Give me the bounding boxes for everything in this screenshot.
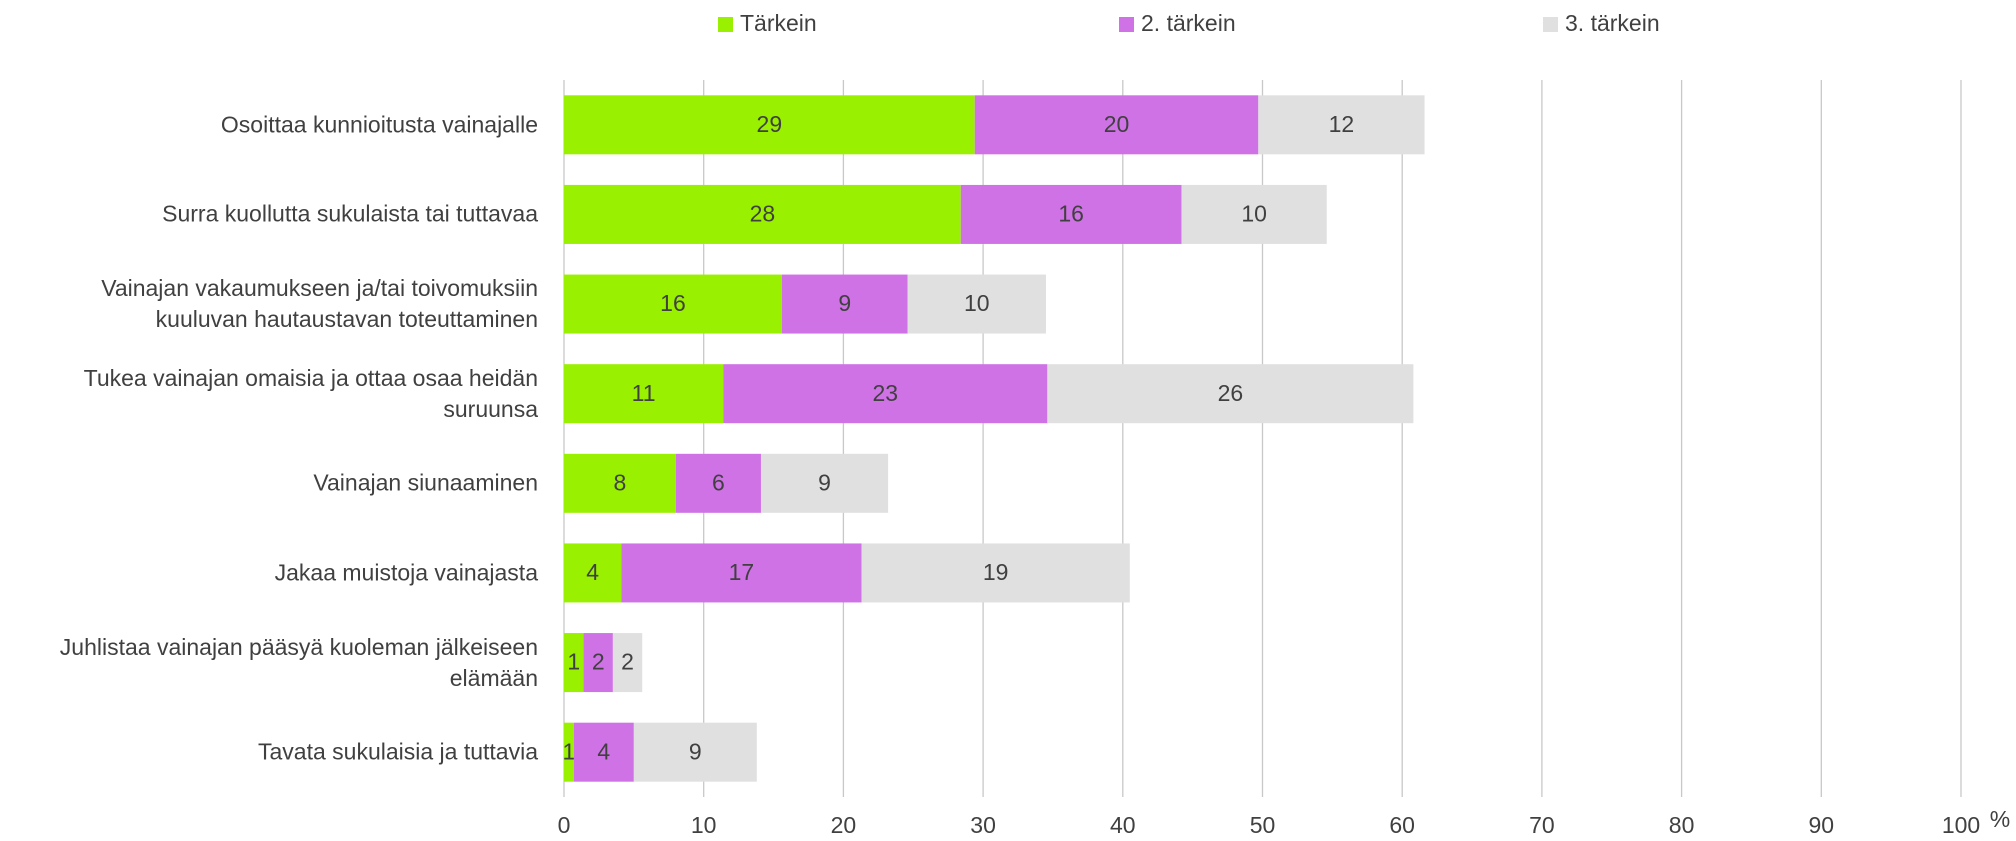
data-label: 16: [1058, 201, 1084, 227]
bar-segment: [633, 722, 757, 782]
data-label: 9: [818, 469, 831, 495]
bar-segment: [573, 722, 634, 782]
bar-segment: [583, 633, 613, 693]
data-label: 17: [729, 559, 755, 585]
category-label: Vainajan vakaumukseen ja/tai toivomuksii…: [101, 275, 538, 333]
data-label: 29: [757, 111, 783, 137]
data-label: 11: [632, 380, 656, 406]
category-label: Tavata sukulaisia ja tuttavia: [258, 738, 538, 765]
category-label: Osoittaa kunnioitusta vainajalle: [220, 111, 538, 138]
data-label: 6: [712, 469, 725, 495]
bar-segment: [564, 364, 724, 424]
legend-swatch: [1119, 17, 1134, 32]
data-label: 20: [1104, 111, 1130, 137]
bar-segment: [564, 95, 975, 155]
bar-segment: [907, 274, 1046, 334]
bar-segment: [621, 543, 862, 603]
data-label: 2: [592, 649, 605, 675]
data-label: 23: [873, 380, 899, 406]
data-label: 9: [689, 738, 702, 764]
data-label: 10: [1241, 201, 1267, 227]
data-label: 2: [621, 649, 634, 675]
x-tick-label: 0: [558, 812, 571, 838]
bar-segment: [564, 543, 622, 603]
x-tick-label: 10: [691, 812, 717, 838]
x-tick-label: 60: [1389, 812, 1415, 838]
data-label: 4: [597, 738, 610, 764]
x-tick-label: 80: [1669, 812, 1695, 838]
category-label: Tukea vainajan omaisia ja ottaa osaa hei…: [83, 364, 538, 422]
bar-segment: [612, 633, 643, 693]
bar-segment: [1047, 364, 1414, 424]
data-label: 10: [964, 290, 990, 316]
x-tick-label: 90: [1809, 812, 1835, 838]
x-tick-label: 40: [1110, 812, 1136, 838]
bar-segment: [960, 184, 1182, 244]
x-tick-label: 30: [970, 812, 996, 838]
bar-segment: [861, 543, 1130, 603]
data-label: 4: [586, 559, 599, 585]
data-label: 26: [1218, 380, 1244, 406]
legend-swatch: [718, 17, 733, 32]
bar-segment: [1258, 95, 1425, 155]
data-label: 9: [838, 290, 851, 316]
category-label: Jakaa muistoja vainajasta: [274, 559, 538, 586]
bar-segment: [781, 274, 908, 334]
bar-segment: [675, 453, 761, 513]
bar-segment: [760, 453, 889, 513]
data-label: 16: [660, 290, 686, 316]
legend-label: 2. tärkein: [1141, 10, 1236, 36]
bar-segment: [564, 633, 584, 693]
x-tick-label: 100: [1942, 812, 1980, 838]
data-label: 19: [983, 559, 1009, 585]
bar-segment: [1181, 184, 1327, 244]
bar-segment: [974, 95, 1259, 155]
legend-label: Tärkein: [740, 10, 817, 36]
data-label: 12: [1329, 111, 1355, 137]
data-label: 1: [562, 738, 575, 764]
category-label: Juhlistaa vainajan pääsyä kuoleman jälke…: [59, 633, 538, 691]
data-label: 1: [567, 649, 580, 675]
category-label: Vainajan siunaaminen: [313, 469, 538, 496]
legend-swatch: [1543, 17, 1558, 32]
bar-segment: [564, 453, 676, 513]
x-tick-label: 20: [831, 812, 857, 838]
bar-segment: [564, 274, 782, 334]
legend-label: 3. tärkein: [1565, 10, 1660, 36]
x-axis-label: %: [1990, 806, 2010, 832]
x-tick-label: 50: [1250, 812, 1276, 838]
data-label: 28: [750, 201, 776, 227]
bar-segment: [564, 184, 961, 244]
data-label: 8: [613, 469, 626, 495]
bar-segment: [564, 722, 574, 782]
bar-segment: [723, 364, 1048, 424]
x-tick-label: 70: [1529, 812, 1555, 838]
category-label: Surra kuollutta sukulaista tai tuttavaa: [162, 200, 538, 227]
